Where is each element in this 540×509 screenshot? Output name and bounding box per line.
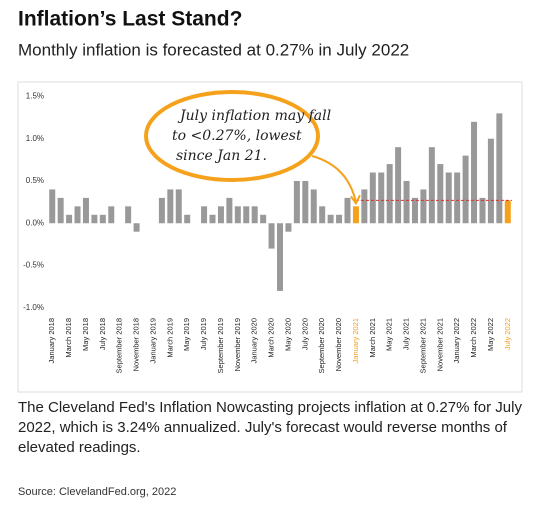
bar: [302, 180, 309, 224]
x-tick-label: March 2020: [267, 318, 276, 358]
bar: [217, 206, 224, 224]
bar: [445, 172, 452, 224]
x-tick-label: January 2018: [47, 318, 56, 363]
bar: [395, 147, 402, 224]
bar: [285, 223, 292, 232]
x-tick-label: May 2020: [283, 318, 292, 351]
chart-frame: [17, 81, 523, 393]
bar: [471, 121, 478, 224]
bar: [352, 206, 359, 224]
bar: [293, 180, 300, 224]
bar: [57, 197, 64, 224]
x-tick-label: January 2020: [250, 318, 259, 363]
bar: [319, 206, 326, 224]
annotation-text: to <0.27%, lowest: [172, 128, 302, 144]
bar: [234, 206, 241, 224]
bar: [201, 206, 208, 224]
x-tick-label: January 2021: [351, 318, 360, 363]
x-tick-label: March 2022: [469, 318, 478, 358]
x-tick-label: January 2022: [452, 318, 461, 363]
x-tick-label: September 2018: [115, 318, 124, 373]
x-tick-label: May 2021: [385, 318, 394, 351]
x-tick-label: September 2021: [418, 318, 427, 373]
arrow-head: [350, 194, 361, 206]
bar: [386, 164, 393, 224]
bar: [82, 197, 89, 224]
bar: [369, 172, 376, 224]
bar: [403, 180, 410, 224]
x-tick-label: November 2020: [334, 318, 343, 371]
x-tick-label: July 2019: [199, 318, 208, 350]
x-tick-label: November 2018: [132, 318, 141, 371]
y-tick-label: -1.0%: [23, 303, 44, 312]
bar: [66, 214, 73, 224]
bar: [411, 197, 418, 224]
x-tick-label: July 2020: [300, 318, 309, 350]
annotation-text: July inflation may fall: [177, 108, 331, 124]
bar: [91, 214, 98, 224]
x-tick-label: March 2018: [64, 318, 73, 358]
x-tick-label: March 2021: [368, 318, 377, 358]
bar: [133, 223, 140, 232]
x-tick-label: September 2019: [216, 318, 225, 373]
bar: [378, 172, 385, 224]
bar: [209, 214, 216, 224]
annotation-text: since Jan 21.: [176, 148, 267, 164]
bar: [277, 223, 283, 291]
x-tick-label: May 2019: [182, 318, 191, 351]
bar: [243, 206, 250, 224]
x-tick-label: November 2019: [233, 318, 242, 371]
x-tick-label: March 2019: [165, 318, 174, 358]
y-tick-label: 0.5%: [26, 176, 44, 185]
x-tick-label: May 2018: [81, 318, 90, 351]
bar: [344, 197, 351, 224]
bar: [462, 155, 469, 224]
annotation-bubble: [144, 90, 320, 182]
bar: [361, 189, 368, 224]
bar: [504, 200, 511, 224]
y-tick-label: -0.5%: [23, 261, 44, 270]
bar: [420, 189, 427, 224]
bar: [336, 214, 343, 224]
x-tick-label: July 2021: [402, 318, 411, 350]
y-tick-label: 1.0%: [26, 134, 44, 143]
x-tick-label: May 2022: [486, 318, 495, 351]
y-tick-label: 0.0%: [26, 218, 44, 227]
chart-title: Inflation’s Last Stand?: [18, 8, 242, 31]
bar: [108, 206, 115, 224]
bar: [437, 164, 444, 224]
bar: [268, 223, 275, 249]
bar: [310, 189, 317, 224]
bar: [125, 206, 132, 224]
bar: [260, 214, 267, 224]
bar: [327, 214, 334, 224]
bar: [251, 206, 258, 224]
bar: [158, 197, 165, 224]
bar: [184, 214, 191, 224]
x-tick-label: November 2021: [435, 318, 444, 371]
bar: [487, 138, 494, 224]
bar: [49, 189, 56, 224]
bar: [454, 172, 461, 224]
bar: [428, 147, 435, 224]
x-tick-label: July 2022: [503, 318, 512, 350]
bar: [496, 113, 503, 224]
annotation-arrow: [311, 155, 357, 203]
x-tick-label: July 2018: [98, 318, 107, 350]
bar: [99, 214, 106, 224]
bar: [175, 189, 182, 224]
caption: The Cleveland Fed's Inflation Nowcasting…: [18, 399, 522, 456]
x-tick-label: January 2019: [148, 318, 157, 363]
caption-box: The Cleveland Fed's Inflation Nowcasting…: [18, 399, 522, 456]
chart-subtitle: Monthly inflation is forecasted at 0.27%…: [18, 40, 409, 59]
bar: [167, 189, 174, 224]
source: Source: ClevelandFed.org, 2022: [18, 486, 176, 498]
bar: [479, 197, 486, 224]
bar: [226, 197, 233, 224]
bar: [74, 206, 81, 224]
x-tick-label: September 2020: [317, 318, 326, 373]
y-tick-label: 1.5%: [26, 92, 44, 101]
